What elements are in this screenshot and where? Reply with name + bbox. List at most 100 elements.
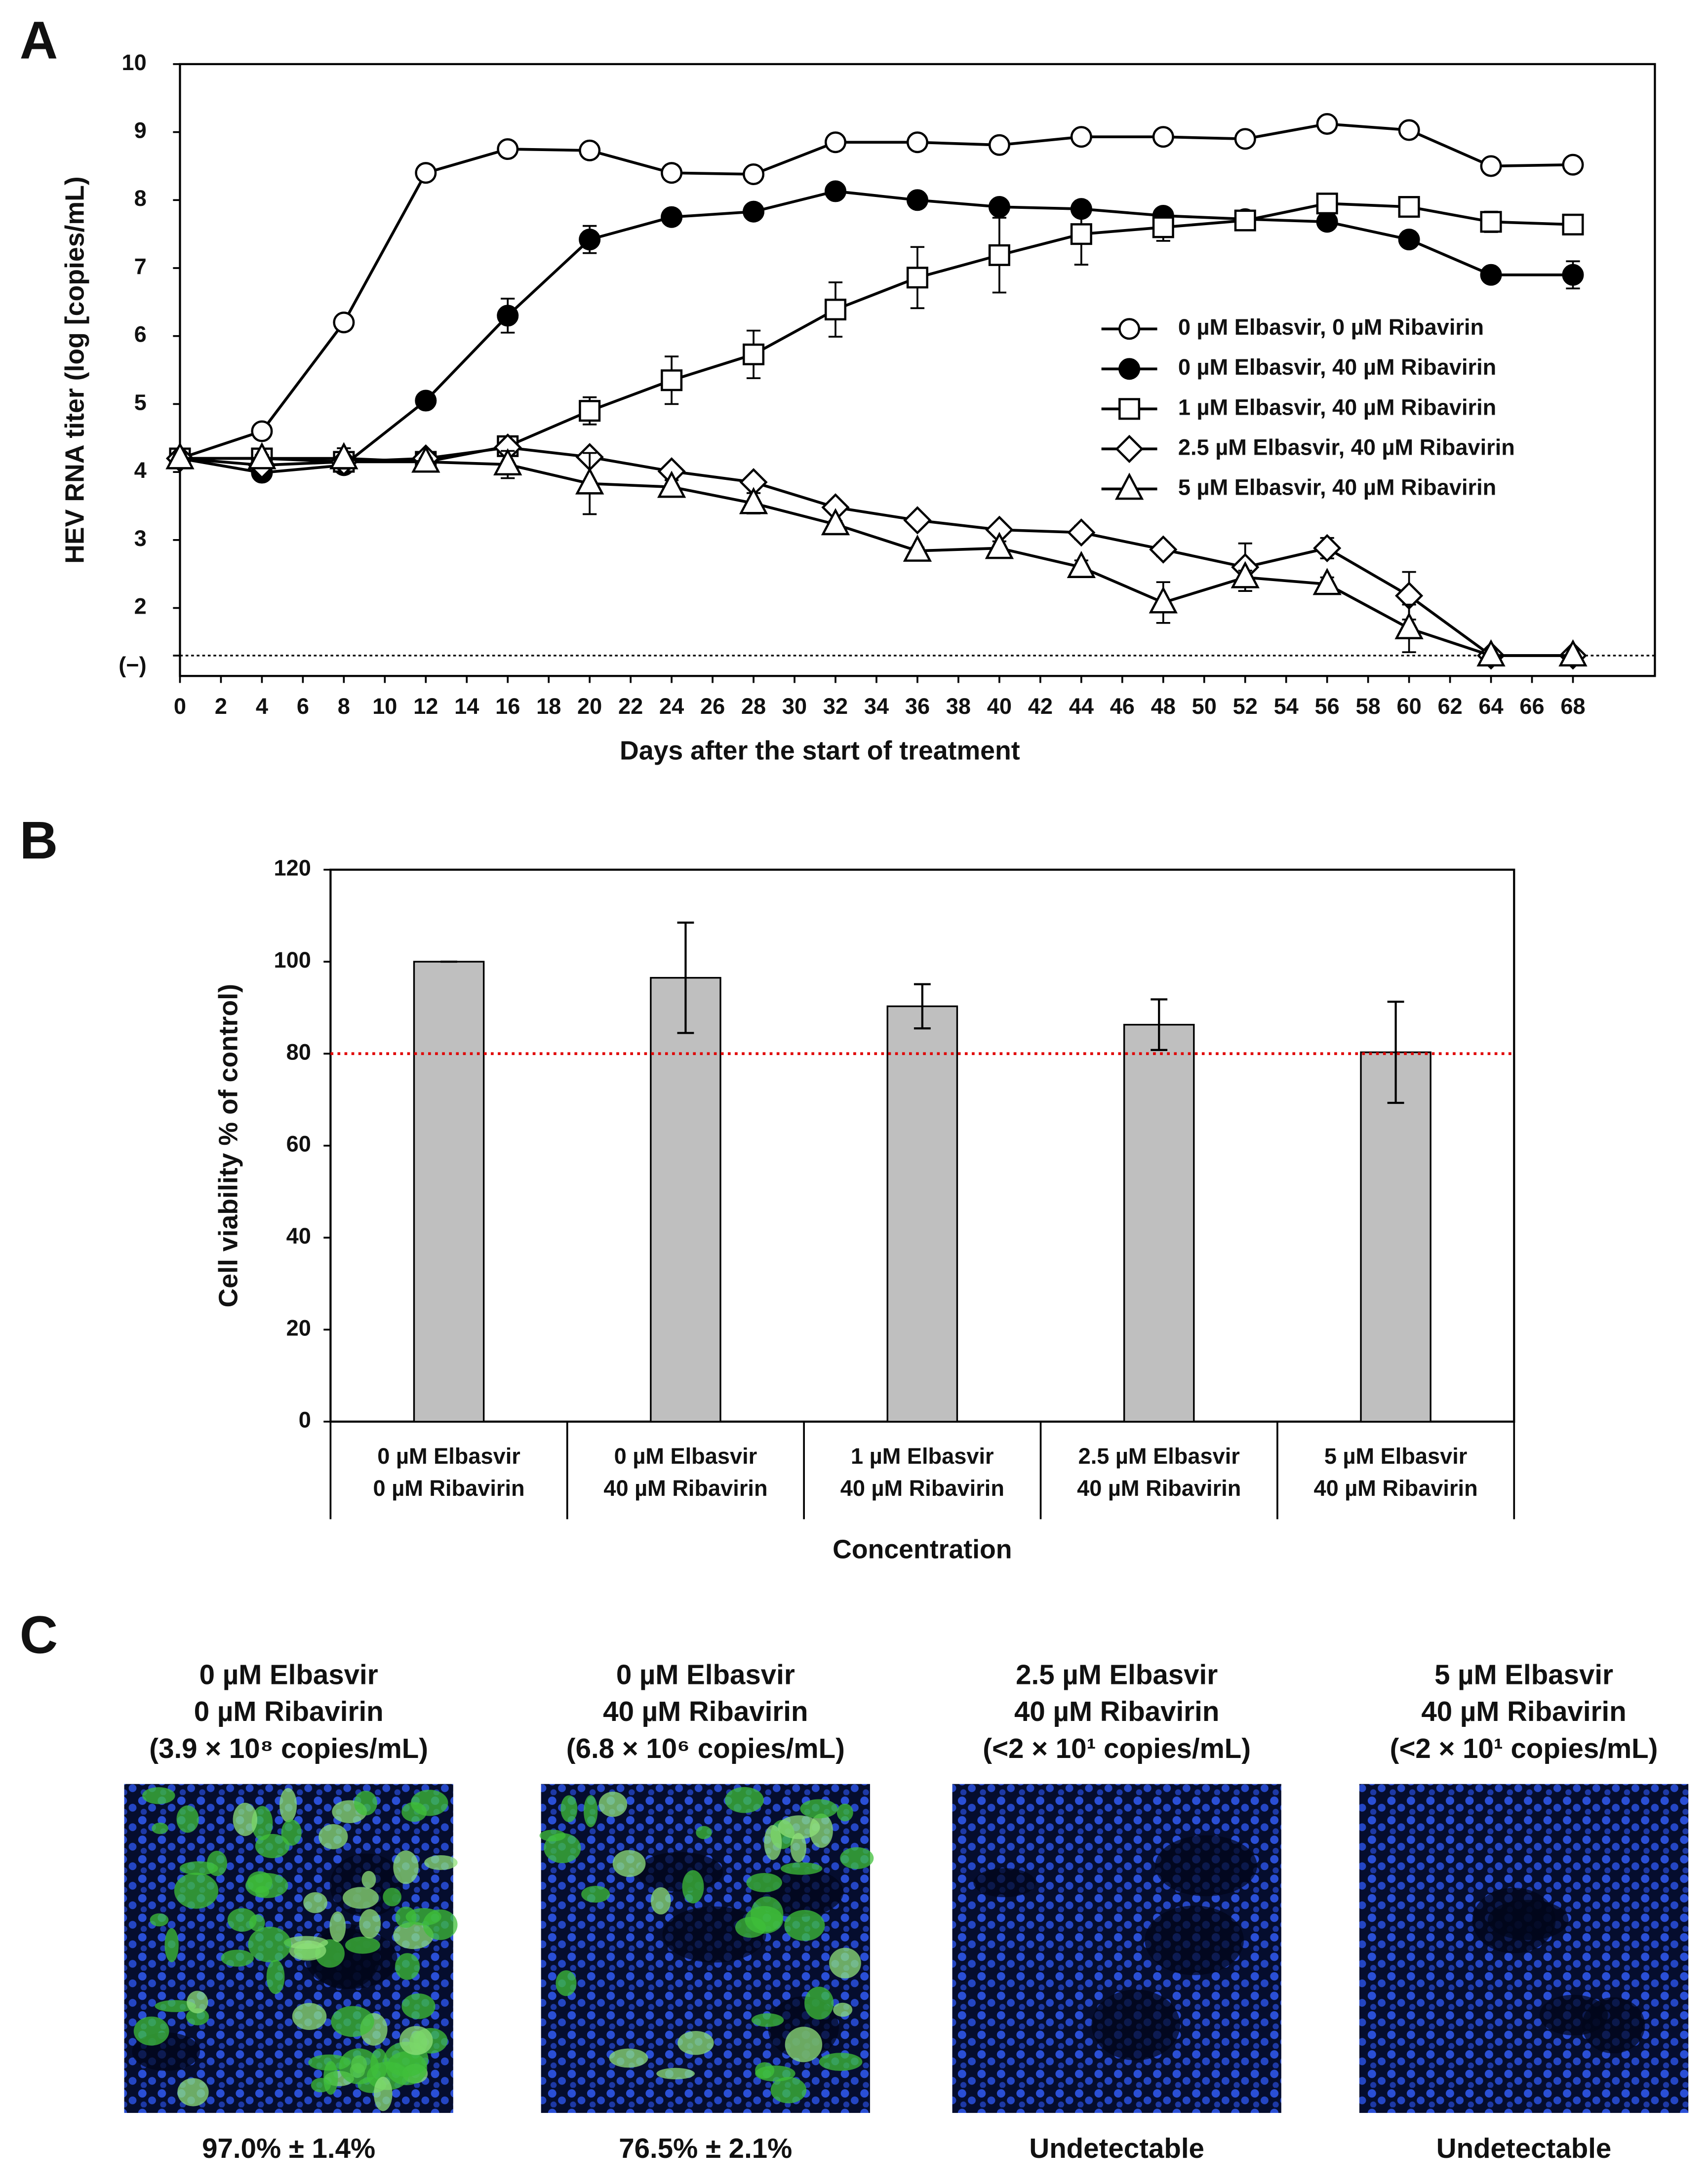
x-tick-label: 28 xyxy=(741,694,766,719)
infected-cell xyxy=(345,1936,380,1954)
marker xyxy=(1480,155,1502,177)
legend-label: 1 µM Elbasvir, 40 µM Ribavirin xyxy=(1178,394,1496,420)
dark-region xyxy=(1145,1906,1244,1975)
bar xyxy=(1360,1051,1431,1423)
y-axis-label: Cell viability % of control) xyxy=(213,984,243,1308)
infected-cell xyxy=(764,1825,782,1860)
infected-cell xyxy=(303,1892,328,1913)
x-tick-label: 54 xyxy=(1274,694,1299,719)
x-tick-label: 62 xyxy=(1437,694,1462,719)
infected-cell xyxy=(255,1886,270,1898)
x-tick-label: 52 xyxy=(1233,694,1258,719)
infected-cell xyxy=(227,1908,257,1932)
marker xyxy=(1562,264,1584,286)
marker xyxy=(1067,518,1096,547)
y-tick-label: 2 xyxy=(134,593,147,619)
image-title: (<2 × 10¹ copies/mL) xyxy=(1390,1733,1658,1764)
marker xyxy=(1316,193,1338,215)
marker xyxy=(1234,209,1256,232)
y-tick-label: 40 xyxy=(286,1223,311,1248)
marker xyxy=(1149,586,1178,614)
x-tick-label: 60 xyxy=(1396,694,1421,719)
marker xyxy=(1149,535,1178,564)
infected-cell xyxy=(395,1953,420,1980)
marker xyxy=(1070,223,1092,245)
infected-cell xyxy=(746,1873,782,1893)
marker xyxy=(1398,119,1420,141)
marker xyxy=(988,196,1010,218)
infected-cell xyxy=(836,1803,853,1822)
infected-cell xyxy=(725,1787,764,1813)
marker xyxy=(743,343,765,365)
marker xyxy=(906,131,928,154)
x-tick-label: 44 xyxy=(1069,694,1094,719)
x-tick-label: 14 xyxy=(454,694,479,719)
marker xyxy=(743,163,765,185)
y-tick-label: 3 xyxy=(134,526,147,551)
bar xyxy=(886,1005,958,1423)
infected-cell xyxy=(656,2067,695,2079)
panel-label: C xyxy=(20,1605,58,1664)
x-tick-label: 40 µM Ribavirin xyxy=(840,1476,1004,1501)
legend-marker xyxy=(1118,318,1141,340)
x-tick-label: 12 xyxy=(413,694,438,719)
infected-cell xyxy=(354,1791,377,1816)
x-tick-label: 0 xyxy=(174,694,186,719)
x-tick-label: 0 µM Elbasvir xyxy=(614,1443,757,1469)
x-tick-label: 8 xyxy=(338,694,350,719)
infected-cell xyxy=(778,1815,820,1839)
marker xyxy=(661,162,683,184)
infected-cell xyxy=(342,1887,379,1909)
marker xyxy=(988,244,1010,266)
marker xyxy=(906,267,928,289)
bar xyxy=(413,961,485,1423)
y-tick-label: 7 xyxy=(134,254,147,279)
marker xyxy=(497,138,519,160)
infected-cell xyxy=(179,1861,218,1875)
infected-cell xyxy=(682,1870,704,1904)
infected-cell xyxy=(833,2002,853,2017)
image-title: (6.8 × 10⁶ copies/mL) xyxy=(566,1733,845,1764)
marker xyxy=(988,134,1010,156)
x-tick-label: 42 xyxy=(1028,694,1053,719)
image-title: 0 µM Ribavirin xyxy=(194,1696,384,1727)
error-bar xyxy=(1151,998,1168,1052)
dark-region xyxy=(1155,1835,1257,1897)
infected-cell xyxy=(399,2026,433,2055)
infected-cell xyxy=(221,1950,254,1967)
x-tick-label: 40 µM Ribavirin xyxy=(603,1476,767,1501)
marker xyxy=(333,312,355,334)
infected-cell xyxy=(393,1850,419,1884)
x-tick-label: 32 xyxy=(823,694,848,719)
x-tick-label: 4 xyxy=(256,694,268,719)
image-title: 40 µM Ribavirin xyxy=(1421,1696,1626,1727)
infected-cell xyxy=(819,2053,863,2071)
infected-cell xyxy=(393,1922,434,1950)
image-caption: 97.0% ± 1.4% xyxy=(202,2133,375,2164)
dark-region xyxy=(636,1852,723,1892)
image-caption: Undetectable xyxy=(1436,2133,1612,2164)
infected-cell xyxy=(152,1823,168,1834)
x-tick-label: 36 xyxy=(905,694,930,719)
legend-label: 0 µM Elbasvir, 40 µM Ribavirin xyxy=(1178,354,1496,380)
infected-cell xyxy=(251,1806,273,1840)
marker xyxy=(411,445,440,473)
marker xyxy=(1398,196,1420,218)
x-tick-label: 34 xyxy=(864,694,889,719)
infected-cell xyxy=(176,1805,199,1833)
y-tick-label: 60 xyxy=(286,1131,311,1157)
image-title: 40 µM Ribavirin xyxy=(603,1696,808,1727)
x-tick-label: 40 xyxy=(987,694,1012,719)
infected-cell xyxy=(279,1788,297,1823)
y-tick-label: 0 xyxy=(299,1407,311,1433)
infected-cell xyxy=(696,1826,712,1839)
x-axis-label: Days after the start of treatment xyxy=(620,736,1020,766)
x-tick-label: 64 xyxy=(1478,694,1503,719)
x-axis-label: Concentration xyxy=(833,1534,1012,1564)
infected-cell xyxy=(283,1936,328,1950)
infected-cell xyxy=(233,1802,258,1836)
infected-cell xyxy=(359,1909,381,1939)
infected-cell xyxy=(164,1928,179,1962)
marker xyxy=(247,442,277,469)
